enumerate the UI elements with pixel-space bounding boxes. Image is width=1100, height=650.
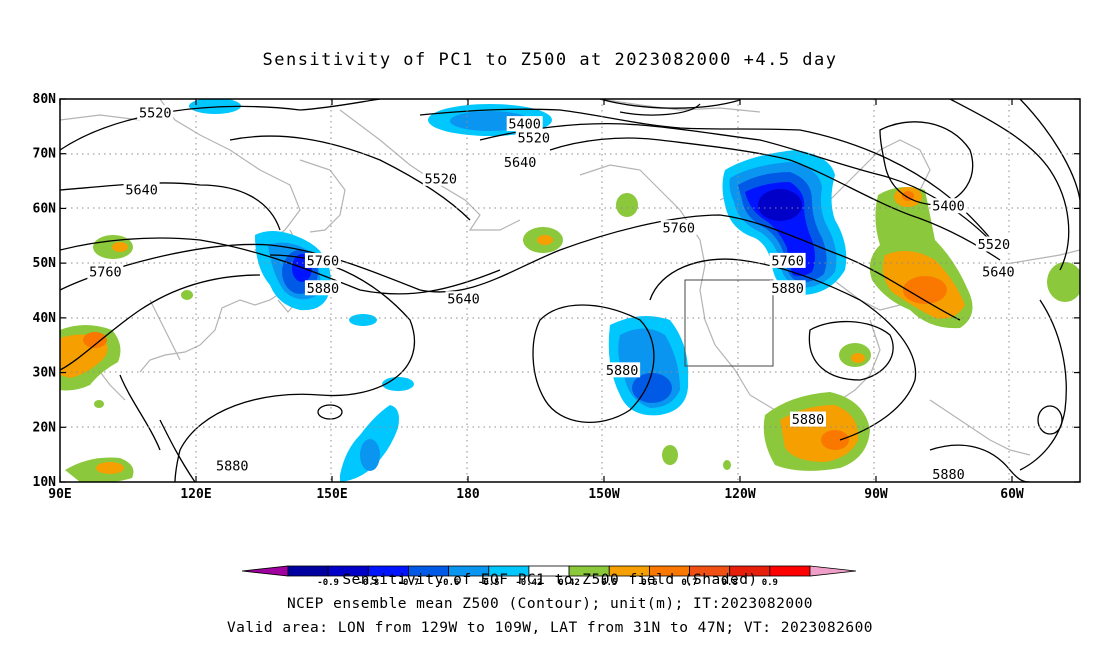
map-title: Sensitivity of PC1 to Z500 at 2023082000… [262,50,838,70]
colorbar-high-triangle [809,565,857,577]
colorbar-tick-label: -0.5 [478,578,500,588]
lon-label: 60W [1000,487,1024,502]
colorbar-tick-label: 0.8 [722,578,738,588]
lat-label: 20N [33,420,57,435]
contour-label-bg [304,252,341,268]
contour-label: 5880 [792,412,825,428]
contour-label: 5760 [307,253,340,269]
contour-label-bg [769,280,806,296]
contour-label-bg [445,291,482,307]
contour-label: 5640 [982,264,1015,280]
lon-label: 120E [180,487,211,502]
lon-label: 120W [724,487,755,502]
valid-area-box [684,279,774,367]
colorbar-tick-label: -0.7 [398,578,420,588]
lat-label: 50N [33,256,57,271]
lat-label: 70N [33,147,57,162]
contour-label: 5760 [663,221,696,237]
contour-label-bg [422,170,459,186]
colorbar-tick-label: 0.5 [601,578,617,588]
lat-label: 80N [33,92,57,107]
contour-label-bg [930,466,967,482]
lon-label: 150E [316,487,347,502]
contour-label: 5400 [508,117,541,133]
lon-label: 180 [456,487,480,502]
contour-label: 5880 [932,467,965,483]
contour-label-bg [137,105,174,121]
contour-label-bg [660,220,697,236]
contour-label-bg [604,362,641,378]
contour-label-bg [304,280,341,296]
contour-label-bg [769,252,806,268]
colorbar: -0.9 -0.8 -0.7 -0.6 -0.5 -0.42 0.42 0.5 0.6 0.7 0.… [241,565,857,588]
colorbar-tick-label: 0.42 [558,578,580,588]
lat-label: 30N [33,366,57,381]
lat-lon-grid [60,99,1080,482]
lat-label: 60N [33,201,57,216]
contour-label-bg [123,181,160,197]
lon-label: 90E [48,487,71,502]
colorbar-tick-label: -0.9 [317,578,339,588]
contour-label-bg [790,411,826,427]
lat-label: 10N [33,475,57,490]
contour-label: 5880 [216,459,249,475]
contour-label: 5520 [978,237,1011,253]
lon-label: 150W [588,487,619,502]
caption-shaded: Sensitivity of EOF PC1 to Z500 field (Sh… [342,572,758,588]
contour-label-bg [214,458,251,474]
contour-label-bg [975,236,1012,252]
caption-valid-area: Valid area: LON from 129W to 109W, LAT f… [226,620,874,636]
z500-contours [60,99,1080,482]
contour-label: 5760 [771,253,804,269]
contour-label-bg [515,129,552,145]
contour-labels: 5520540055205640552056405760576057605880… [87,105,1017,483]
contour-label-bg [87,263,124,279]
colorbar-tick-label: 0.6 [641,578,657,588]
contour-label-bg [930,198,967,214]
colorbar-tick-label: -0.8 [357,578,379,588]
lon-label: 90W [864,487,888,502]
contour-label: 5520 [139,106,172,122]
contour-label-bg [980,263,1017,279]
colorbar-tick-label: -0.6 [438,578,460,588]
contour-label: 5880 [606,363,639,379]
colorbar-tick-label: 0.9 [762,578,778,588]
contour-label-bg [502,154,539,170]
colorbar-tick-label: 0.7 [681,578,697,588]
contour-label: 5640 [125,182,158,198]
colorbar-tick-label: -0.42 [515,578,542,588]
plot-frame [59,98,1081,483]
contour-label: 5400 [932,199,965,215]
contour-label: 5880 [771,281,804,297]
contour-label: 5880 [307,281,340,297]
contour-label: 5760 [89,264,122,280]
contour-label: 5520 [425,171,458,187]
contour-label: 5640 [504,155,537,171]
contour-label-bg [506,116,543,132]
contour-label: 5640 [447,292,480,308]
caption-contour: NCEP ensemble mean Z500 (Contour); unit(… [286,596,814,612]
lat-label: 40N [33,311,57,326]
contour-label: 5520 [517,130,550,146]
shaded-sensitivity [60,99,1080,482]
